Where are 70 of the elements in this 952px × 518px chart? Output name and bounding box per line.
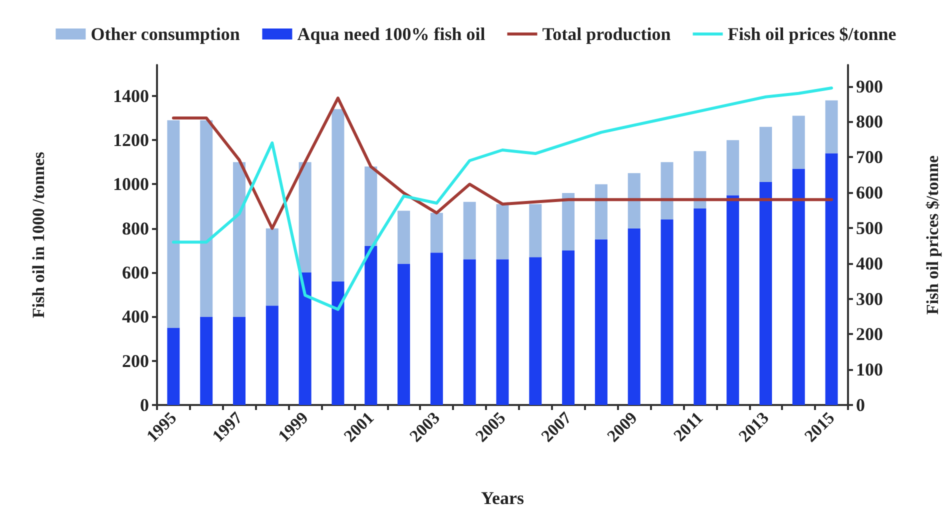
bar — [398, 264, 410, 405]
y-tick-label: 800 — [122, 218, 149, 238]
bar — [496, 204, 509, 260]
bar — [825, 100, 838, 154]
bar — [562, 250, 575, 405]
bar — [364, 166, 378, 246]
line-series — [172, 86, 834, 311]
bar — [233, 162, 246, 317]
bar — [726, 140, 740, 196]
y2-tick-label: 700 — [856, 147, 883, 168]
y-tick-label: 600 — [122, 262, 149, 283]
bar — [694, 208, 706, 405]
y2-tick-label: 300 — [856, 288, 883, 309]
y-tick-label: 200 — [122, 350, 149, 371]
bar — [332, 281, 344, 405]
y2-tick-label: 800 — [856, 112, 883, 132]
y2-tick-label: 600 — [856, 182, 883, 202]
y-tick-label: 0 — [140, 395, 149, 415]
y2-tick-label: 0 — [856, 395, 865, 415]
bar — [200, 316, 213, 405]
y-axis-title: Fish oil in 1000 /tonnes — [29, 151, 48, 318]
bar — [759, 126, 772, 182]
bar — [660, 162, 674, 220]
line-series — [172, 96, 834, 230]
bar — [266, 306, 278, 405]
y2-tick-label: 500 — [856, 218, 883, 238]
bar — [562, 193, 575, 250]
y-tick-label: 1400 — [113, 86, 149, 106]
legend-label: Total production — [542, 24, 671, 44]
bar — [496, 259, 509, 405]
bar — [529, 257, 542, 405]
bar — [628, 228, 640, 405]
y2-tick-label: 400 — [856, 253, 883, 274]
x-tick-label: 2011 — [670, 408, 707, 446]
bar — [792, 116, 805, 169]
bar — [726, 195, 740, 405]
bar — [792, 168, 805, 405]
bar — [660, 220, 674, 405]
bar — [398, 210, 410, 264]
bar — [167, 120, 180, 328]
legend-label: Aqua need 100% fish oil — [297, 24, 486, 44]
bar — [529, 204, 542, 258]
bar — [332, 109, 344, 282]
y-tick-label: 1000 — [113, 174, 149, 194]
bar — [364, 246, 378, 405]
y2-tick-label: 200 — [856, 324, 883, 344]
y2-tick-label: 900 — [856, 76, 883, 96]
legend-label: Other consumption — [90, 24, 240, 44]
bar — [298, 272, 312, 405]
legend-label: Fish oil prices $/tonne — [728, 24, 896, 44]
bar — [430, 212, 443, 253]
y-tick-label: 400 — [122, 306, 149, 327]
bar — [694, 151, 706, 209]
y2-axis-title: Fish oil prices $/tonne — [923, 154, 942, 315]
bar — [825, 153, 838, 405]
bar — [200, 120, 213, 317]
y2-tick-label: 100 — [856, 360, 883, 380]
bar — [628, 173, 640, 228]
bar — [463, 259, 476, 405]
bar — [167, 328, 180, 405]
bar — [594, 184, 608, 240]
bar — [463, 202, 476, 260]
bar — [266, 228, 278, 306]
bar — [233, 316, 246, 405]
bar — [594, 239, 608, 405]
bar — [430, 252, 443, 405]
y-tick-label: 1200 — [113, 130, 149, 150]
x-axis-title: Years — [481, 488, 524, 508]
bar — [759, 182, 772, 405]
bar — [298, 162, 312, 273]
